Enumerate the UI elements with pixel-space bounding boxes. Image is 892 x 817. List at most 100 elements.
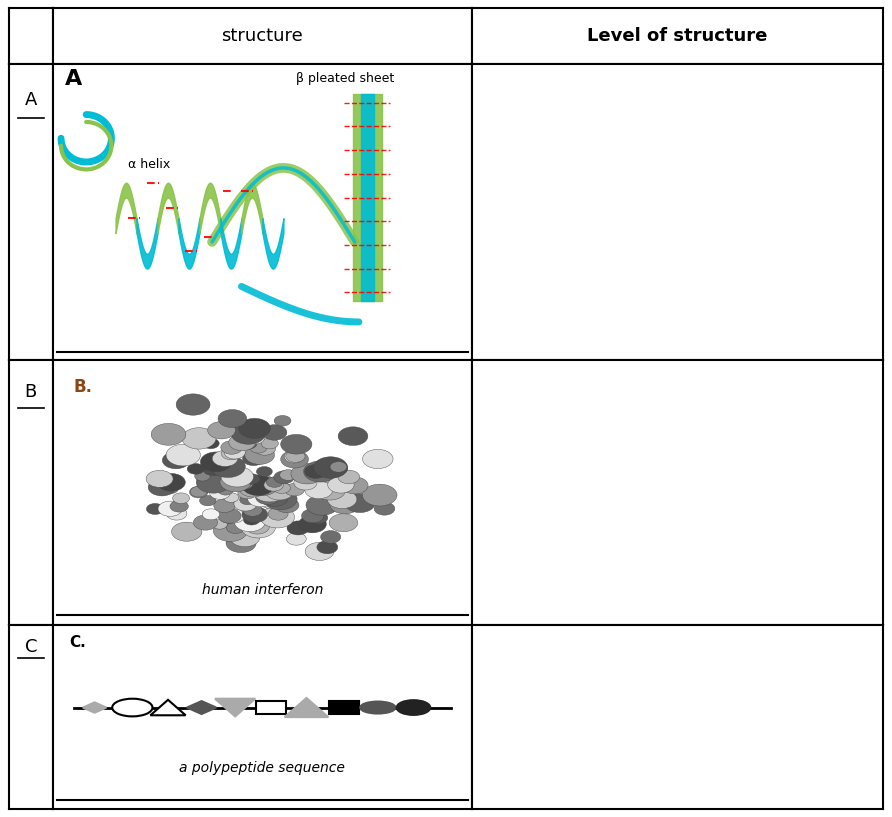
Circle shape	[362, 449, 393, 469]
Text: structure: structure	[221, 27, 303, 45]
Circle shape	[306, 495, 338, 516]
Circle shape	[260, 489, 288, 507]
Circle shape	[152, 423, 186, 445]
Circle shape	[292, 470, 307, 480]
Circle shape	[200, 495, 216, 506]
Circle shape	[327, 490, 357, 508]
Circle shape	[320, 530, 341, 543]
Circle shape	[202, 509, 219, 520]
Circle shape	[362, 484, 397, 506]
Circle shape	[167, 507, 187, 520]
Polygon shape	[187, 701, 216, 714]
Circle shape	[285, 484, 304, 496]
Circle shape	[157, 473, 186, 491]
Circle shape	[397, 700, 430, 715]
Circle shape	[239, 418, 270, 439]
Circle shape	[293, 475, 317, 490]
Circle shape	[280, 470, 297, 480]
Circle shape	[256, 489, 279, 505]
Text: A: A	[25, 91, 37, 109]
Circle shape	[238, 487, 256, 499]
Circle shape	[148, 479, 176, 496]
Circle shape	[234, 497, 257, 511]
Circle shape	[161, 483, 178, 493]
Circle shape	[274, 471, 294, 484]
Circle shape	[226, 534, 256, 552]
Circle shape	[201, 452, 232, 471]
Circle shape	[221, 440, 243, 454]
Circle shape	[281, 435, 312, 454]
Circle shape	[222, 509, 244, 523]
Circle shape	[287, 521, 310, 535]
Polygon shape	[83, 703, 106, 712]
Circle shape	[243, 504, 262, 516]
Circle shape	[299, 516, 326, 533]
Circle shape	[330, 495, 359, 514]
Circle shape	[252, 481, 268, 491]
Circle shape	[196, 471, 231, 493]
Circle shape	[190, 486, 207, 497]
Circle shape	[305, 481, 333, 498]
Circle shape	[243, 452, 264, 466]
Circle shape	[182, 428, 216, 449]
Circle shape	[313, 457, 348, 478]
Circle shape	[303, 461, 337, 482]
Circle shape	[213, 520, 247, 542]
Circle shape	[244, 445, 275, 464]
Circle shape	[230, 528, 260, 547]
Circle shape	[239, 480, 267, 497]
Circle shape	[238, 438, 257, 449]
Circle shape	[214, 499, 235, 512]
Circle shape	[224, 446, 245, 459]
Circle shape	[342, 477, 368, 493]
Circle shape	[162, 452, 190, 469]
Circle shape	[314, 480, 345, 500]
Circle shape	[260, 495, 281, 508]
Circle shape	[285, 450, 304, 463]
Circle shape	[219, 456, 235, 466]
Circle shape	[261, 438, 278, 449]
Circle shape	[255, 483, 286, 502]
Circle shape	[262, 425, 287, 440]
Ellipse shape	[360, 702, 395, 713]
Circle shape	[242, 475, 275, 496]
Circle shape	[176, 394, 210, 415]
Circle shape	[338, 470, 359, 484]
Circle shape	[273, 483, 291, 493]
Circle shape	[256, 467, 272, 476]
Circle shape	[242, 507, 268, 523]
Circle shape	[374, 502, 395, 516]
Circle shape	[203, 463, 223, 475]
Circle shape	[274, 416, 291, 426]
Polygon shape	[215, 699, 255, 717]
Circle shape	[246, 475, 278, 496]
Circle shape	[309, 511, 327, 524]
Circle shape	[218, 409, 247, 427]
Text: α helix: α helix	[128, 158, 170, 171]
Circle shape	[231, 422, 266, 444]
Circle shape	[248, 490, 274, 507]
Bar	[256, 701, 285, 714]
Circle shape	[305, 465, 326, 479]
Text: A: A	[65, 69, 82, 89]
Circle shape	[218, 485, 233, 495]
Text: B: B	[25, 383, 37, 401]
Circle shape	[268, 507, 288, 520]
Circle shape	[254, 441, 276, 455]
Circle shape	[158, 501, 182, 516]
Circle shape	[173, 493, 190, 503]
Circle shape	[291, 463, 324, 484]
Circle shape	[187, 463, 204, 474]
Circle shape	[146, 503, 164, 515]
Circle shape	[210, 486, 230, 499]
Circle shape	[241, 516, 276, 538]
Circle shape	[166, 444, 201, 466]
Text: β pleated sheet: β pleated sheet	[296, 72, 394, 85]
Circle shape	[212, 520, 227, 529]
Text: a polypeptide sequence: a polypeptide sequence	[179, 761, 345, 775]
Circle shape	[285, 450, 305, 462]
Circle shape	[202, 438, 219, 449]
Circle shape	[218, 509, 241, 523]
Circle shape	[330, 462, 347, 472]
Polygon shape	[151, 700, 186, 715]
